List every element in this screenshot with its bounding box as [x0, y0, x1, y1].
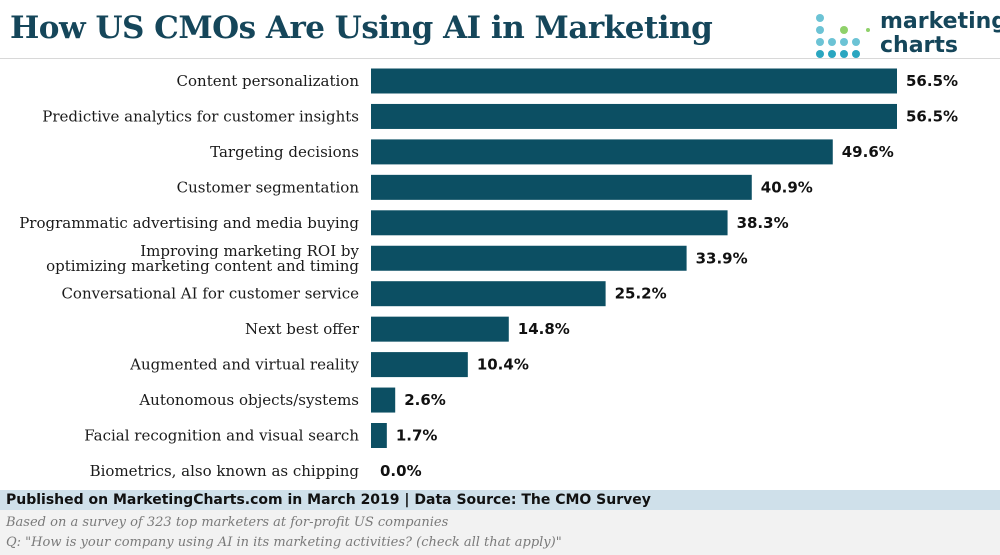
logo-word-marketing: marketing [880, 9, 1000, 34]
category-label-10: Facial recognition and visual search [84, 427, 359, 445]
category-label-2: Targeting decisions [210, 143, 359, 161]
category-label-4: Programmatic advertising and media buyin… [19, 214, 359, 232]
category-label-1: Predictive analytics for customer insigh… [42, 107, 359, 125]
survey-notes: Based on a survey of 323 top marketers a… [0, 510, 1000, 555]
value-label-8: 10.4% [477, 356, 529, 374]
category-label-11: Biometrics, also known as chipping [90, 462, 360, 480]
value-label-2: 49.6% [842, 143, 894, 161]
category-label-8: Augmented and virtual reality [129, 356, 359, 374]
bar-6 [371, 281, 606, 307]
category-label-6: Conversational AI for customer service [61, 285, 359, 303]
bar-0 [371, 68, 897, 94]
value-label-7: 14.8% [518, 320, 570, 338]
value-label-4: 38.3% [737, 214, 789, 232]
title-divider [0, 58, 1000, 59]
survey-note: Based on a survey of 323 top marketers a… [6, 515, 449, 530]
bar-2 [371, 139, 833, 165]
logo-dots-icon [816, 14, 870, 58]
bar-3 [371, 174, 752, 200]
bar-10 [371, 423, 387, 448]
category-label-7: Next best offer [245, 320, 360, 338]
marketingcharts-logo: marketing charts [814, 10, 1000, 58]
value-label-9: 2.6% [404, 391, 446, 409]
bar-9 [371, 387, 396, 413]
value-label-10: 1.7% [396, 427, 438, 445]
value-label-3: 40.9% [761, 178, 813, 196]
category-label-0: Content personalization [177, 72, 360, 90]
logo-word-charts: charts [880, 33, 959, 58]
category-label-9: Autonomous objects/systems [138, 391, 359, 409]
value-label-6: 25.2% [615, 285, 667, 303]
value-label-0: 56.5% [906, 72, 958, 90]
category-label-3: Customer segmentation [177, 178, 360, 196]
bar-5 [371, 245, 687, 271]
survey-question: Q: "How is your company using AI in its … [6, 535, 562, 550]
chart-title: How US CMOs Are Using AI in Marketing [10, 10, 713, 46]
value-label-5: 33.9% [696, 249, 748, 267]
bar-4 [371, 210, 728, 236]
bar-7 [371, 316, 509, 342]
published-banner: Published on MarketingCharts.com in Marc… [0, 490, 1000, 510]
bar-1 [371, 103, 897, 129]
bar-8 [371, 352, 468, 378]
value-label-11: 0.0% [380, 462, 422, 480]
bar-chart: 56.5% Content personalization 56.5% Predict… [19, 68, 958, 480]
category-label-5: Improving marketing ROI by optimizing mar… [46, 242, 359, 275]
value-label-1: 56.5% [906, 107, 958, 125]
